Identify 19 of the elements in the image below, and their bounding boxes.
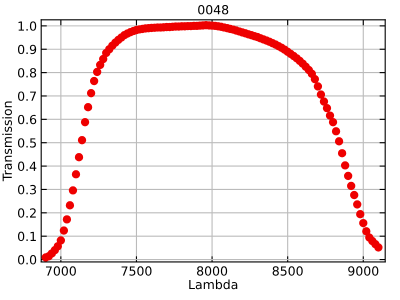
y-tick-label: 0.2: [18, 208, 36, 218]
y-tick-label: 0.5: [18, 138, 36, 148]
y-tick-label: 0.8: [18, 68, 36, 78]
x-tick-label: 7500: [122, 266, 152, 276]
x-tick-label: 9000: [348, 266, 378, 276]
y-tick-label: 0.6: [18, 114, 36, 124]
y-tick-label: 0.7: [18, 91, 36, 101]
x-axis-title: Lambda: [189, 280, 238, 290]
y-tick-label: 0.4: [18, 162, 36, 172]
y-tick-label: 0.0: [18, 255, 36, 264]
x-tick-label: 7000: [46, 266, 76, 276]
y-tick-label: 1.0: [18, 21, 36, 31]
y-tick-label: 0.1: [18, 232, 36, 242]
y-tick-label: 0.3: [18, 184, 36, 194]
x-tick-label: 8000: [197, 266, 228, 276]
x-tick-label: 8500: [272, 266, 303, 276]
y-tick-label: 0.9: [18, 44, 36, 54]
y-axis-title: Transmission: [2, 102, 12, 182]
chart-title: 0048: [198, 4, 228, 14]
